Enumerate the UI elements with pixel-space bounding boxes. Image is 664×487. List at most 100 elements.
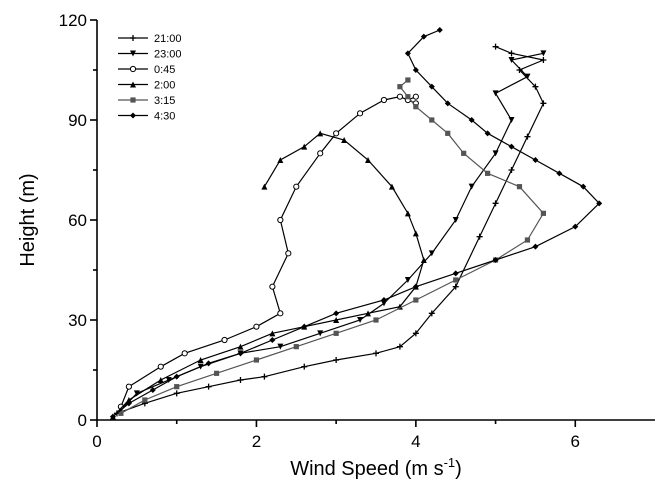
legend-marker [130, 113, 136, 119]
data-point [445, 131, 450, 136]
data-point [254, 324, 259, 329]
data-point [126, 384, 131, 389]
data-point [294, 184, 299, 189]
data-point [357, 317, 363, 323]
data-point [357, 111, 362, 116]
data-point [317, 330, 323, 336]
data-point [269, 337, 275, 343]
series-line [117, 47, 543, 414]
data-point [532, 157, 538, 163]
series-line [113, 30, 599, 417]
legend-label: 23:00 [154, 49, 182, 61]
data-point [334, 131, 339, 136]
data-point [405, 77, 410, 82]
data-point [540, 57, 546, 63]
data-point [333, 357, 339, 363]
series-line [121, 80, 543, 413]
legend-item: 0:45 [118, 64, 175, 76]
legend-label: 3:15 [154, 95, 175, 107]
x-ticks: 0 2 4 6 [92, 420, 580, 451]
data-point [437, 27, 443, 33]
data-point [524, 134, 530, 140]
series-layer [110, 27, 602, 420]
legend-item: 2:00 [118, 80, 175, 92]
data-point [453, 270, 459, 276]
data-point [277, 157, 283, 163]
data-point [301, 364, 307, 370]
data-point [270, 284, 275, 289]
data-point [397, 94, 402, 99]
data-point [509, 117, 515, 123]
data-point [182, 351, 187, 356]
legend-label: 4:30 [154, 111, 175, 123]
series-21:00 [114, 44, 546, 417]
data-point [429, 117, 434, 122]
x-tick-label: 4 [411, 432, 420, 451]
data-point [453, 277, 458, 282]
data-point [469, 184, 475, 190]
x-axis-title: Wind Speed (m s-1) [290, 455, 462, 480]
data-point [509, 167, 515, 173]
y-tick-label: 120 [59, 11, 87, 30]
data-point [493, 44, 499, 50]
data-point [261, 184, 267, 190]
data-point [206, 360, 212, 366]
data-point [556, 170, 562, 176]
data-point [174, 374, 180, 380]
data-point [509, 144, 515, 150]
data-point [405, 94, 410, 99]
data-point [214, 371, 219, 376]
data-point [413, 94, 418, 99]
data-point [261, 374, 267, 380]
y-tick-label: 60 [68, 211, 87, 230]
y-tick-label: 30 [68, 311, 87, 330]
legend-label: 0:45 [154, 64, 175, 76]
data-point [318, 151, 323, 156]
data-point [237, 344, 243, 350]
data-point [532, 244, 538, 250]
y-axis-title: Height (m) [17, 173, 39, 266]
data-point [278, 311, 283, 316]
data-point [278, 217, 283, 222]
data-point [413, 104, 418, 109]
data-point [493, 90, 499, 96]
data-point [222, 337, 227, 342]
data-point [237, 377, 243, 383]
legend-item: 21:00 [118, 33, 182, 45]
data-point [541, 211, 546, 216]
data-point [198, 357, 204, 363]
data-point [174, 390, 180, 396]
data-point [286, 251, 291, 256]
x-axis-title-main: Wind Speed (m s [290, 458, 443, 480]
data-point [493, 200, 499, 206]
legend-label: 2:00 [154, 80, 175, 92]
series-line [121, 97, 416, 407]
data-point [517, 184, 522, 189]
y-tick-label: 90 [68, 111, 87, 130]
x-tick-label: 0 [92, 432, 101, 451]
data-point [373, 317, 378, 322]
y-tick-label: 0 [78, 411, 87, 430]
series-4:30 [110, 27, 602, 420]
data-point [461, 151, 466, 156]
legend-label: 21:00 [154, 33, 182, 45]
x-axis-title-superscript: -1 [444, 455, 456, 470]
legend-marker [130, 66, 135, 71]
legend-marker [130, 97, 135, 102]
legend-item: 23:00 [118, 49, 182, 61]
legend-item: 4:30 [118, 111, 175, 123]
data-point [158, 377, 164, 383]
data-point [334, 331, 339, 336]
data-point [413, 230, 419, 236]
x-tick-label: 2 [252, 432, 261, 451]
data-point [206, 384, 212, 390]
legend-marker [130, 35, 136, 41]
series-line [121, 53, 543, 410]
data-point [413, 297, 418, 302]
data-point [509, 50, 515, 56]
legend: 21:00 23:00 0:45 2:00 3:15 4:30 [118, 33, 182, 123]
x-axis-title-end: ) [455, 458, 462, 480]
data-point [174, 384, 179, 389]
data-point [142, 397, 147, 402]
